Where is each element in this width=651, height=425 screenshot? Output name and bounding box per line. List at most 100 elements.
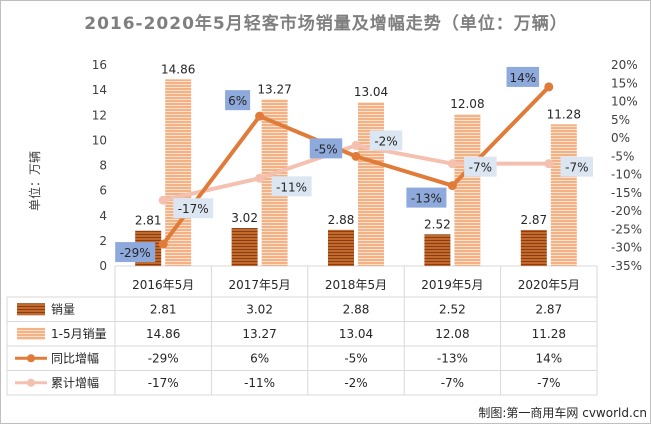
y2-tick-label: 0% [611,131,630,145]
table-cell-value: -13% [437,351,468,365]
yoy-label-box [309,138,343,159]
table-cell-value: -11% [244,376,275,390]
table-cell-value: 2.87 [535,302,562,316]
y2-tick-label: -5% [611,149,634,163]
cum-growth-label-box [271,176,312,197]
cum-growth-point [255,173,265,183]
x-category-label: 2017年5月 [229,278,291,292]
bar-sales [520,229,547,266]
table-cell-value: -29% [148,351,179,365]
bar-sales-label: 2.52 [424,217,451,231]
y-axis-label: 单位：万辆 [27,151,42,211]
cum-growth-label: -7% [469,161,492,175]
bar-sales-label: 2.87 [520,213,547,227]
table-cell-value: 2.81 [150,302,177,316]
y2-tick-label: -10% [611,168,642,182]
yoy-label: 14% [509,71,536,85]
table-cell-value: 3.02 [246,302,273,316]
cum-growth-point [351,140,361,150]
y-tick-label: 16 [92,58,107,72]
legend-series-name: 1-5月销量 [51,327,107,341]
bar-cumulative-label: 14.86 [161,62,195,76]
y-tick-label: 12 [92,108,107,122]
y2-tick-label: 15% [611,76,638,90]
table-cell-value: -7% [537,376,560,390]
cum-growth-point [544,159,554,169]
table-cell-value: 13.27 [242,327,276,341]
bar-sales-label: 3.02 [231,211,258,225]
cum-growth-label: -7% [565,161,588,175]
y-tick-label: 6 [99,184,107,198]
legend-series-name: 销量 [51,302,75,316]
yoy-point [351,151,361,161]
y-tick-label: 8 [99,159,107,173]
bar-sales [424,234,451,266]
cum-growth-label: -17% [178,202,209,216]
table-cell-value: 2.88 [343,302,370,316]
table-cell-value: -2% [344,376,367,390]
bar-sales-label: 2.88 [328,213,355,227]
y2-tick-label: -30% [611,241,642,255]
y2-tick-label: 20% [611,58,638,72]
yoy-label-box [406,187,447,208]
bar-cumulative-label: 11.28 [547,107,581,121]
cum-growth-label: -11% [276,180,307,194]
yoy-point [158,239,168,249]
y2-tick-label: -25% [611,222,642,236]
yoy-label: -29% [120,246,151,260]
legend-series-name: 累计增幅 [51,375,99,390]
yoy-label-box [225,90,251,111]
y2-tick-label: -35% [611,259,642,273]
x-category-label: 2019年5月 [421,278,483,292]
chart-title: 2016-2020年5月轻客市场销量及增幅走势（单位：万辆） [84,13,568,34]
table-cell-value: -7% [441,376,464,390]
legend-series-name: 同比增幅 [51,350,99,365]
bar-cumulative-label: 13.04 [354,85,388,99]
cum-growth-label-box [464,156,497,177]
legend-key-marker [27,378,35,387]
x-category-label: 2018年5月 [325,278,387,292]
yoy-label: -13% [411,192,442,206]
yoy-label: 6% [228,94,247,108]
table-cell-value: -17% [148,376,179,390]
table-cell-value: 14.86 [146,327,180,341]
cum-growth-label-box [369,130,403,151]
x-category-label: 2020年5月 [518,278,580,292]
bar-sales-label: 2.81 [135,214,162,228]
yoy-label-box [115,242,156,263]
table-cell-value: 13.04 [339,327,373,341]
cum-growth-point [447,159,457,169]
y-tick-label: 0 [99,259,107,273]
legend-key-bar [17,303,45,316]
y-tick-label: 4 [99,209,107,223]
table-cell-value: 14% [535,351,562,365]
y2-tick-label: -20% [611,204,642,218]
cum-growth-point [158,195,168,205]
y2-tick-label: 10% [611,95,638,109]
cum-growth-label: -2% [374,134,397,148]
y-tick-label: 2 [99,234,107,248]
yoy-point [544,82,554,92]
y2-tick-label: 5% [611,113,630,127]
x-category-label: 2016年5月 [132,278,194,292]
cum-growth-label-box [173,198,214,219]
bar-sales [328,229,354,266]
plot-area: 0 2 4 6 8 10 12 14 16 -35% -30% -25% -20% -15% -10% -5%… [92,58,642,273]
chart-credit: 制图:第一商用车网 cvworld.cn [478,405,647,420]
bar-cumulative-sales [550,124,577,266]
table-cell-value: 2.52 [439,302,466,316]
table-cell-value: -5% [344,351,367,365]
yoy-point [447,181,457,191]
y-tick-label: 10 [92,133,107,147]
table-cell-value: 11.28 [532,327,566,341]
bar-cumulative-label: 12.08 [450,97,484,111]
legend-key-marker [27,354,35,363]
bar-cumulative-sales [454,114,481,267]
cum-growth-label-box [560,156,594,177]
table-cell-value: 6% [250,351,269,365]
yoy-label-box [506,66,540,87]
y2-tick-label: -15% [611,186,642,200]
